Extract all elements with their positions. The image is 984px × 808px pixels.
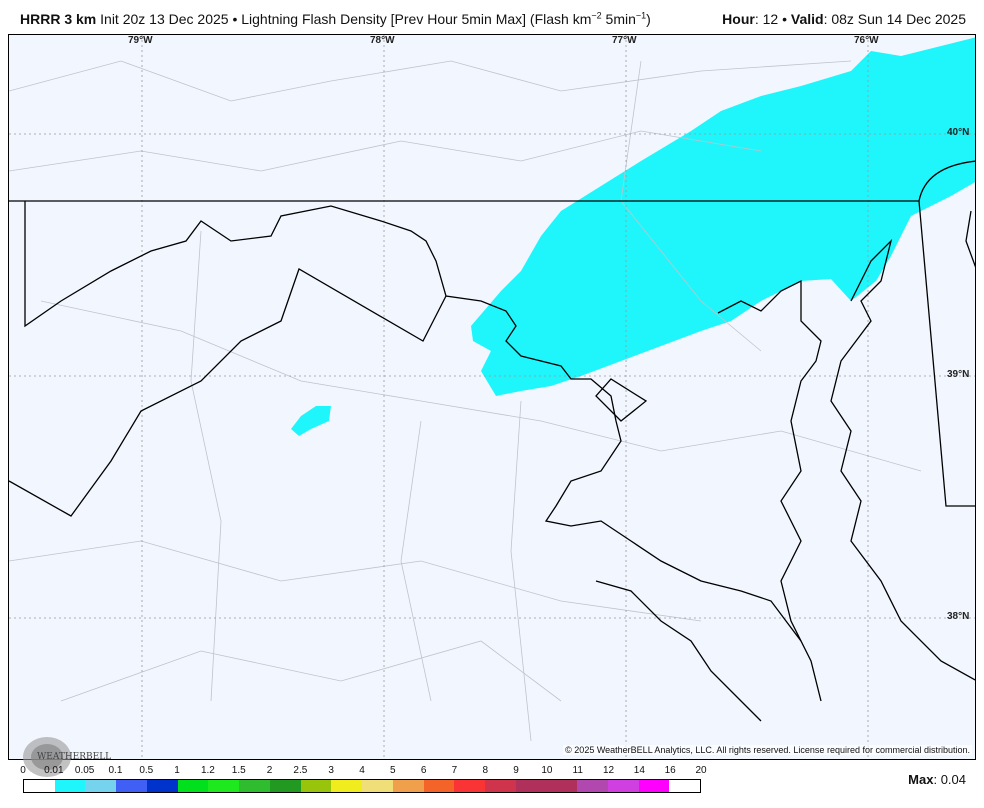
wv-va-border: [9, 268, 447, 517]
init-time: Init 20z 13 Dec 2025: [100, 11, 229, 27]
model-name: HRRR 3 km: [20, 11, 97, 27]
max-value: Max: 0.04: [908, 772, 966, 787]
legend-swatch: [515, 780, 547, 792]
max-label: Max: [908, 772, 934, 787]
legend-swatch: [269, 780, 301, 792]
legend-label: 6: [420, 765, 427, 776]
legend-label: 2: [266, 765, 273, 776]
delaware-arc: [918, 160, 975, 202]
copyright-notice: © 2025 WeatherBELL Analytics, LLC. All r…: [563, 745, 972, 755]
legend-swatch: [54, 780, 86, 792]
valid-info: Hour: 12 • Valid: 08z Sun 14 Dec 2025: [722, 11, 966, 27]
potomac-river: [24, 201, 802, 642]
legend-label: 12: [602, 765, 615, 776]
delaware-border: [918, 200, 975, 507]
legend-swatch: [454, 780, 486, 792]
legend-swatch: [331, 780, 363, 792]
legend-swatch: [116, 780, 147, 792]
legend-label: 1: [174, 765, 180, 776]
legend-label: 3: [328, 765, 334, 776]
legend-label: 0.05: [74, 765, 95, 776]
separator: •: [232, 11, 238, 27]
chesapeake-east: [830, 238, 975, 681]
svg-text:WEATHERBELL: WEATHERBELL: [37, 752, 111, 762]
legend-label: 14: [633, 765, 645, 776]
unit-text: 5min: [601, 11, 636, 27]
legend-label: 7: [451, 765, 458, 776]
legend-swatch: [239, 780, 270, 792]
legend-swatch: [208, 780, 240, 792]
legend-labels: 0 0.01 0.05 0.1 0.5 1 1.2 1.5 2 2.5 3 4 5 6 7 8 9 10 11 12 1…: [0, 765, 984, 779]
legend-label: 0.1: [108, 765, 123, 776]
legend-label: 8: [482, 765, 489, 776]
legend-label: 11: [572, 765, 583, 776]
legend-swatch: [24, 780, 55, 792]
lat-label: 38°N: [947, 611, 970, 622]
lon-label: 78°W: [370, 35, 395, 46]
legend-swatch: [177, 780, 209, 792]
unit-close: ): [646, 11, 651, 27]
legend-label: 1.5: [231, 765, 246, 776]
map-title: HRRR 3 km Init 20z 13 Dec 2025 • Lightni…: [20, 11, 966, 27]
chesapeake-west: [717, 279, 822, 702]
state-borders: [9, 160, 975, 722]
lightning-field: [291, 37, 975, 436]
legend-label: 9: [513, 765, 519, 776]
md-eastern-shore-coast: [965, 210, 975, 268]
legend-label: 5: [390, 765, 396, 776]
graticule: [9, 35, 975, 759]
legend-swatch: [362, 780, 393, 792]
map-panel: WEATHERBELL: [8, 34, 976, 777]
separator: •: [782, 11, 787, 27]
legend-swatch: [607, 780, 639, 792]
legend-swatch: [638, 780, 670, 792]
title-left: HRRR 3 km Init 20z 13 Dec 2025 • Lightni…: [20, 11, 651, 27]
legend-label: 16: [664, 765, 676, 776]
legend-swatch: [485, 780, 516, 792]
legend-label: 0.5: [139, 765, 154, 776]
lon-label: 79°W: [128, 35, 153, 46]
lon-label: 77°W: [612, 35, 637, 46]
legend-label: 1.2: [200, 765, 215, 776]
color-legend: [23, 779, 701, 793]
legend-swatch: [577, 780, 608, 792]
legend-label: 10: [541, 765, 553, 776]
max-number: : 0.04: [933, 772, 966, 787]
hour-value: : 12: [754, 11, 779, 27]
legend-swatch: [300, 780, 332, 792]
legend-swatch: [669, 780, 701, 792]
va-coast: [595, 580, 762, 722]
legend-swatch: [423, 780, 455, 792]
map-canvas: [9, 35, 975, 759]
legend-label: 20: [695, 765, 707, 776]
legend-swatch: [146, 780, 178, 792]
lon-label: 76°W: [854, 35, 879, 46]
product-name: Lightning Flash Density [Prev Hour 5min …: [241, 11, 592, 27]
field-region-small: [291, 406, 331, 436]
lat-label: 40°N: [947, 127, 970, 138]
valid-label: Valid: [790, 11, 824, 27]
legend-label: 0.01: [44, 765, 64, 776]
legend-label: 4: [359, 765, 365, 776]
lat-label: 39°N: [947, 369, 970, 380]
field-region-main: [471, 37, 975, 396]
legend-swatch: [85, 780, 117, 792]
legend-label: 0: [20, 765, 26, 776]
legend-swatch: [392, 780, 424, 792]
legend-swatch: [546, 780, 578, 792]
unit-exponent: −2: [591, 10, 602, 21]
county-lines: [9, 60, 922, 742]
hour-label: Hour: [722, 11, 755, 27]
valid-value: : 08z Sun 14 Dec 2025: [823, 11, 966, 27]
legend-label: 2.5: [293, 765, 308, 776]
dc-border: [595, 378, 648, 422]
unit-exponent: −1: [635, 10, 647, 21]
weatherbell-logo: WEATHERBELL: [21, 733, 121, 781]
